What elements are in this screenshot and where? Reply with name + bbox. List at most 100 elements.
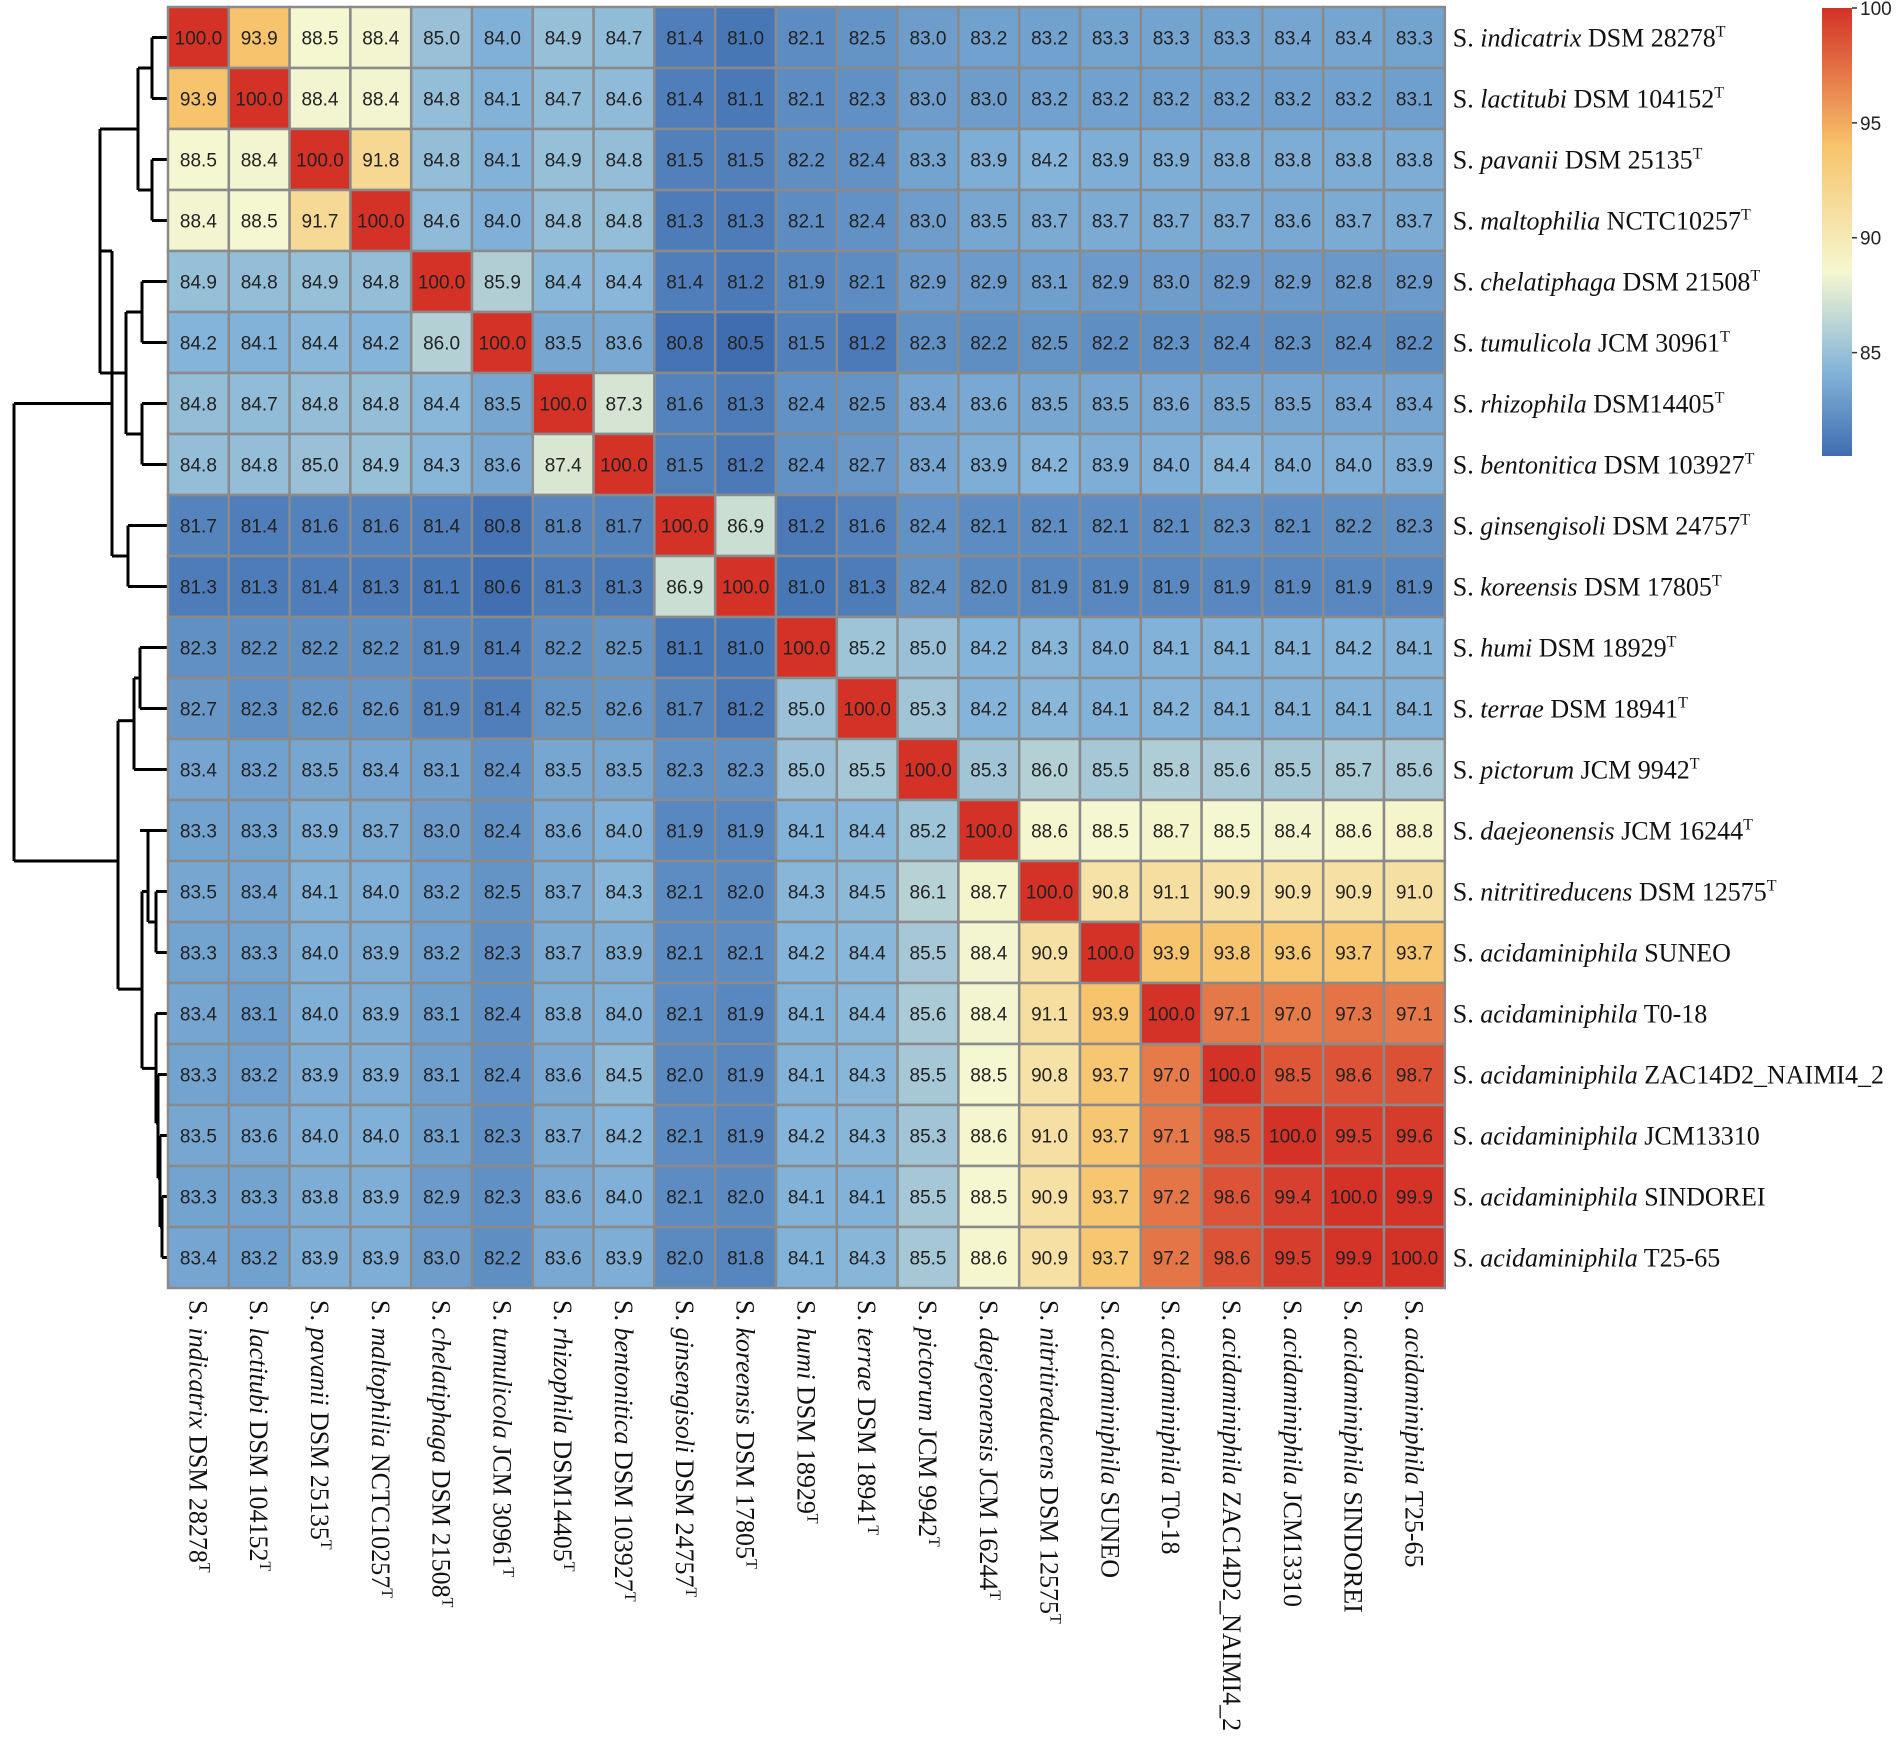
cell-value: 83.4 (241, 883, 278, 904)
heatmap-cell (896, 981, 960, 1046)
cell-value: 84.8 (241, 273, 278, 294)
cell-value: 84.8 (362, 395, 399, 416)
cell-value: 88.4 (362, 29, 399, 50)
column-labels: S. indicatrix DSM 28278T S. lactitubi DSM… (183, 1300, 1428, 1731)
heatmap-cell (409, 5, 474, 70)
cell-value: 82.3 (1153, 334, 1190, 355)
cell-value: 83.4 (180, 761, 217, 782)
heatmap-cell (409, 737, 474, 802)
heatmap-cell (1382, 188, 1447, 253)
cell-value: 100.0 (904, 761, 952, 782)
cell-value: 80.8 (484, 517, 521, 538)
cell-value: 83.5 (484, 395, 521, 416)
heatmap-cell (835, 188, 899, 253)
cell-value: 81.3 (666, 212, 703, 233)
heatmap-cell (774, 920, 839, 985)
cell-value: 83.5 (180, 1127, 217, 1148)
cell-value: 82.2 (1396, 334, 1433, 355)
cell-value: 97.2 (1153, 1249, 1190, 1270)
cell-value: 82.3 (1214, 517, 1251, 538)
cell-value: 83.1 (241, 1005, 278, 1026)
cell-value: 82.3 (484, 1127, 521, 1148)
cell-value: 83.6 (484, 456, 521, 477)
column-label: S. rhizophila DSM14405T (548, 1300, 577, 1572)
heatmap-cell (835, 1103, 899, 1168)
heatmap-cell (1200, 981, 1264, 1046)
heatmap-cell (1200, 493, 1264, 558)
cell-value: 83.9 (362, 1005, 399, 1026)
heatmap-cell (592, 310, 656, 375)
cell-value: 83.3 (1153, 29, 1190, 50)
cell-value: 84.6 (606, 90, 643, 111)
cell-value: 99.9 (1335, 1249, 1372, 1270)
cell-value: 82.4 (1335, 334, 1372, 355)
cell-value: 84.1 (1396, 639, 1433, 660)
heatmap-cell (349, 1225, 413, 1290)
cell-value: 81.7 (606, 517, 643, 538)
heatmap-cell (774, 981, 839, 1046)
heatmap-cell (957, 493, 1021, 558)
cell-value: 83.9 (362, 1249, 399, 1270)
heatmap-cell (774, 66, 839, 131)
cell-value: 83.3 (180, 1188, 217, 1209)
cell-value: 98.6 (1214, 1188, 1251, 1209)
cell-value: 88.4 (180, 212, 217, 233)
row-label: S. humi DSM 18929T (1453, 634, 1677, 663)
cell-value: 81.2 (727, 700, 764, 721)
cell-value: 88.4 (1274, 822, 1311, 843)
cell-value: 82.6 (606, 700, 643, 721)
cell-value: 100.0 (1269, 1127, 1317, 1148)
cell-value: 82.9 (1396, 273, 1433, 294)
cell-value: 82.5 (849, 29, 886, 50)
cell-value: 81.4 (666, 273, 703, 294)
cell-value: 81.9 (1153, 578, 1190, 599)
cell-value: 83.5 (302, 761, 339, 782)
heatmap-cell (592, 5, 656, 70)
cell-value: 93.9 (241, 29, 278, 50)
cell-value: 81.9 (423, 700, 460, 721)
cell-value: 81.4 (666, 29, 703, 50)
cell-value: 90.8 (1031, 1066, 1068, 1087)
cell-value: 82.3 (1396, 517, 1433, 538)
cell-value: 99.5 (1335, 1127, 1372, 1148)
heatmap-cell (227, 859, 291, 924)
cell-value: 90.9 (1335, 883, 1372, 904)
cell-value: 82.7 (180, 700, 217, 721)
cell-value: 82.6 (362, 700, 399, 721)
cell-value: 84.4 (1031, 700, 1068, 721)
heatmap-cell (531, 1164, 595, 1229)
cell-value: 88.4 (970, 944, 1007, 965)
heatmap-cell (349, 981, 413, 1046)
heatmap-cell (835, 676, 899, 741)
cell-value: 84.8 (180, 456, 217, 477)
cell-value: 82.1 (666, 883, 703, 904)
heatmap-cell (896, 676, 960, 741)
cell-value: 82.9 (423, 1188, 460, 1209)
colorbar-tick-label: 95 (1860, 114, 1881, 135)
heatmap-cell (713, 615, 778, 680)
heatmap-cell (653, 1225, 717, 1290)
cell-value: 85.0 (788, 761, 825, 782)
cell-value: 82.6 (302, 700, 339, 721)
heatmap-cell (1261, 188, 1325, 253)
cell-value: 80.8 (666, 334, 703, 355)
cell-value: 82.3 (910, 334, 947, 355)
heatmap-cell (1261, 737, 1325, 802)
heatmap-cell (1017, 798, 1082, 863)
cell-value: 91.0 (1031, 1127, 1068, 1148)
cell-value: 83.4 (180, 1005, 217, 1026)
cell-value: 84.1 (484, 90, 521, 111)
row-label: S. chelatiphaga DSM 21508T (1453, 268, 1761, 297)
cell-value: 84.9 (302, 273, 339, 294)
heatmap-cell (1321, 859, 1386, 924)
heatmap-cell (1017, 920, 1082, 985)
heatmap-cell (531, 310, 595, 375)
cell-value: 82.1 (666, 1005, 703, 1026)
heatmap-cell (1382, 676, 1447, 741)
heatmap-cell (288, 1042, 352, 1107)
cell-value: 84.4 (606, 273, 643, 294)
heatmap-cell (592, 1225, 656, 1290)
cell-value: 84.1 (1335, 700, 1372, 721)
cell-value: 84.4 (849, 944, 886, 965)
cell-value: 88.7 (970, 883, 1007, 904)
